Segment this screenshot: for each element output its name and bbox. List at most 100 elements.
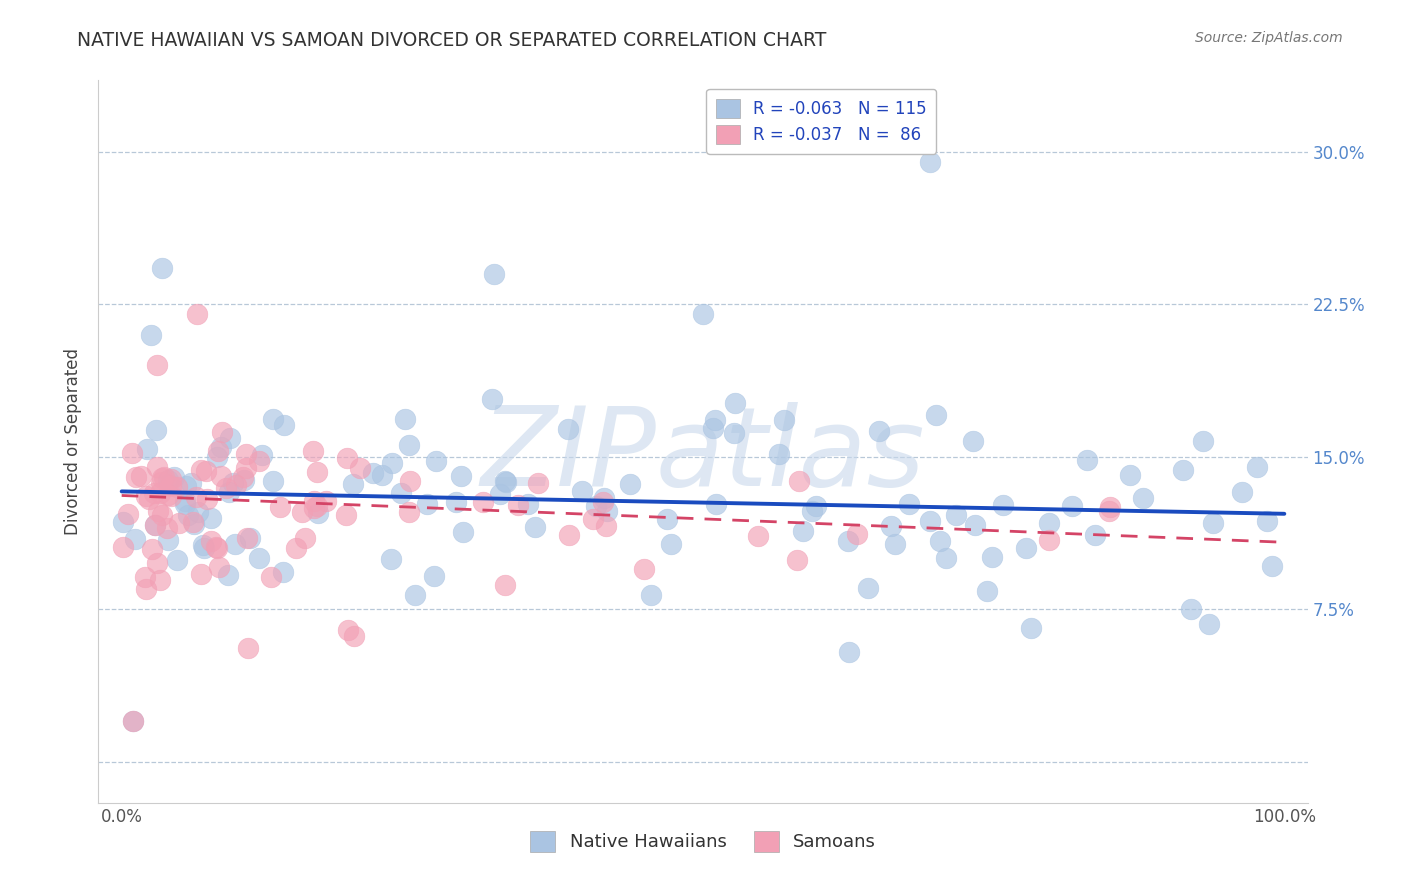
- Point: [883, 537, 905, 551]
- Point: [146, 556, 169, 570]
- Point: [1202, 516, 1225, 530]
- Point: [145, 423, 167, 437]
- Point: [494, 578, 516, 592]
- Point: [235, 460, 257, 475]
- Point: [150, 260, 173, 275]
- Point: [163, 469, 186, 483]
- Point: [247, 454, 270, 468]
- Point: [786, 553, 808, 567]
- Point: [925, 409, 948, 423]
- Point: [160, 489, 183, 503]
- Point: [183, 516, 205, 531]
- Point: [655, 511, 678, 525]
- Point: [111, 516, 134, 530]
- Point: [145, 358, 167, 372]
- Point: [450, 469, 472, 483]
- Point: [945, 508, 967, 523]
- Point: [404, 588, 426, 602]
- Point: [141, 541, 163, 556]
- Point: [205, 450, 228, 464]
- Point: [302, 443, 325, 458]
- Point: [190, 566, 212, 581]
- Point: [138, 491, 160, 506]
- Point: [209, 440, 232, 454]
- Point: [423, 569, 446, 583]
- Point: [315, 494, 337, 508]
- Point: [200, 534, 222, 549]
- Point: [217, 568, 239, 582]
- Point: [174, 496, 197, 510]
- Point: [508, 498, 530, 512]
- Point: [837, 533, 859, 548]
- Point: [415, 497, 437, 511]
- Point: [124, 470, 146, 484]
- Point: [1021, 621, 1043, 635]
- Point: [195, 491, 218, 506]
- Point: [361, 466, 384, 480]
- Point: [262, 474, 284, 488]
- Point: [273, 566, 295, 580]
- Point: [148, 504, 170, 518]
- Point: [135, 582, 157, 597]
- Point: [134, 570, 156, 584]
- Point: [304, 494, 326, 508]
- Point: [129, 469, 152, 483]
- Point: [1119, 468, 1142, 483]
- Point: [517, 497, 540, 511]
- Point: [702, 421, 724, 435]
- Point: [962, 434, 984, 448]
- Point: [207, 541, 229, 555]
- Point: [1198, 616, 1220, 631]
- Point: [143, 485, 166, 500]
- Point: [200, 511, 222, 525]
- Point: [250, 448, 273, 462]
- Point: [527, 476, 550, 491]
- Point: [190, 463, 212, 477]
- Point: [787, 474, 810, 488]
- Point: [239, 531, 262, 545]
- Point: [149, 486, 172, 500]
- Point: [595, 519, 617, 533]
- Point: [135, 489, 157, 503]
- Point: [1261, 558, 1284, 573]
- Point: [868, 424, 890, 438]
- Point: [166, 553, 188, 567]
- Point: [160, 472, 183, 486]
- Point: [494, 474, 516, 488]
- Point: [215, 482, 238, 496]
- Point: [800, 503, 823, 517]
- Point: [224, 537, 246, 551]
- Point: [232, 470, 254, 484]
- Point: [571, 484, 593, 499]
- Point: [838, 645, 860, 659]
- Point: [1171, 463, 1194, 477]
- Point: [1098, 500, 1121, 515]
- Point: [858, 581, 880, 595]
- Point: [235, 447, 257, 461]
- Point: [1246, 460, 1268, 475]
- Point: [1098, 504, 1121, 518]
- Point: [381, 456, 404, 470]
- Point: [195, 464, 218, 478]
- Point: [193, 541, 215, 555]
- Point: [928, 534, 950, 549]
- Point: [139, 327, 162, 342]
- Point: [302, 501, 325, 516]
- Point: [481, 392, 503, 407]
- Point: [703, 412, 725, 426]
- Point: [211, 425, 233, 439]
- Point: [661, 537, 683, 551]
- Point: [174, 479, 197, 493]
- Point: [425, 453, 447, 467]
- Point: [640, 588, 662, 602]
- Point: [704, 497, 727, 511]
- Point: [218, 431, 240, 445]
- Point: [804, 499, 827, 513]
- Point: [262, 412, 284, 426]
- Point: [218, 485, 240, 500]
- Point: [879, 519, 901, 533]
- Point: [149, 573, 172, 587]
- Point: [593, 491, 616, 505]
- Point: [177, 508, 200, 522]
- Point: [523, 519, 546, 533]
